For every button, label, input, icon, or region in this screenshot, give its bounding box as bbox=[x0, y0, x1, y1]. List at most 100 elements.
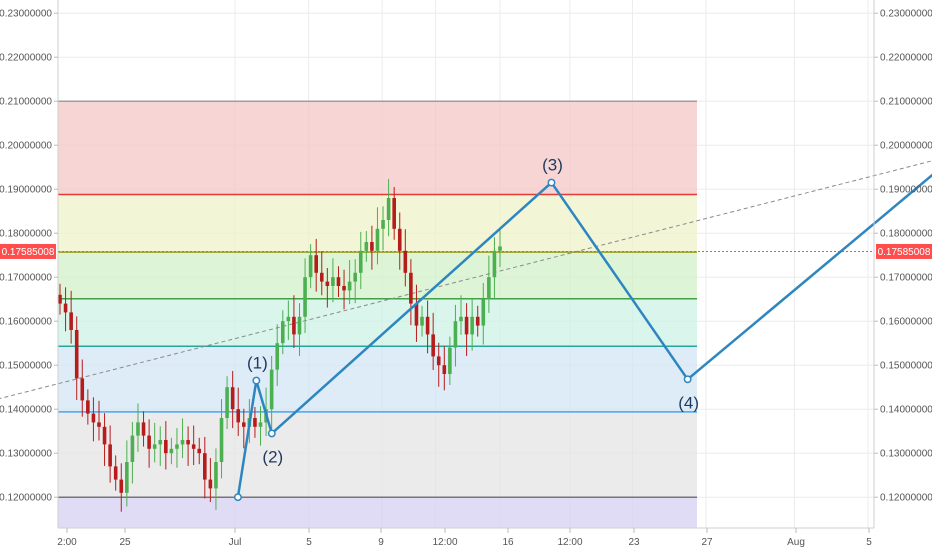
y-tick-label-right: 0.15000000 bbox=[880, 361, 932, 372]
candle-body bbox=[208, 479, 213, 489]
wave-point-handle[interactable] bbox=[233, 493, 242, 502]
x-tick-label: 12:00 bbox=[432, 537, 457, 548]
candle-body bbox=[375, 228, 380, 251]
y-tick-label-left: 0.13000000 bbox=[0, 449, 52, 460]
candle-body bbox=[498, 246, 502, 251]
wave-point-handle[interactable] bbox=[683, 375, 692, 384]
candle-body bbox=[436, 356, 441, 366]
candle-body bbox=[336, 277, 341, 286]
candle-body bbox=[141, 422, 146, 436]
candle-body bbox=[186, 440, 190, 445]
candle-body bbox=[308, 255, 313, 278]
x-tick-label: Aug bbox=[787, 537, 805, 548]
x-tick-label: 2:00 bbox=[57, 537, 77, 548]
y-tick-label-left: 0.19000000 bbox=[0, 185, 52, 196]
candle-body bbox=[475, 316, 480, 326]
candle-body bbox=[191, 444, 196, 449]
candle-body bbox=[292, 316, 296, 335]
candle-body bbox=[364, 242, 369, 251]
candle-body bbox=[431, 334, 435, 357]
y-tick-label-right: 0.23000000 bbox=[880, 9, 932, 20]
current-price-label-right: 0.17585008 bbox=[878, 247, 931, 258]
trend-line[interactable] bbox=[0, 101, 932, 427]
candle-body bbox=[403, 250, 408, 273]
x-tick-label: 16 bbox=[502, 537, 514, 548]
y-tick-label-right: 0.14000000 bbox=[880, 405, 932, 416]
candle-body bbox=[69, 312, 73, 330]
x-tick-label: 25 bbox=[119, 537, 131, 548]
candle-body bbox=[381, 220, 385, 229]
fib-band bbox=[58, 101, 697, 195]
candle-body bbox=[397, 228, 402, 251]
candle-body bbox=[164, 440, 168, 454]
current-price-label-left: 0.17585008 bbox=[2, 247, 55, 258]
y-tick-label-right: 0.18000000 bbox=[880, 229, 932, 240]
wave-point-handle[interactable] bbox=[252, 376, 261, 385]
candle-body bbox=[414, 303, 419, 326]
x-tick-label: Jul bbox=[229, 537, 242, 548]
candle-body bbox=[147, 435, 151, 449]
candle-body bbox=[258, 422, 263, 427]
candle-body bbox=[236, 409, 241, 423]
candle-body bbox=[464, 316, 469, 335]
y-tick-label-right: 0.19000000 bbox=[880, 185, 932, 196]
candle-body bbox=[119, 479, 124, 493]
fib-band bbox=[58, 497, 697, 528]
y-tick-label-right: 0.21000000 bbox=[880, 97, 932, 108]
candle-body bbox=[425, 316, 430, 335]
wave-label: (4) bbox=[678, 393, 699, 412]
candle-body bbox=[58, 294, 62, 304]
candle-body bbox=[91, 413, 96, 423]
current-price-badge-left bbox=[0, 243, 56, 259]
candle-body bbox=[420, 316, 424, 326]
candle-body bbox=[180, 440, 185, 445]
candle-body bbox=[325, 281, 330, 286]
y-tick-label-left: 0.23000000 bbox=[0, 9, 52, 20]
candle-body bbox=[409, 272, 413, 304]
y-tick-label-right: 0.20000000 bbox=[880, 141, 932, 152]
wave-point-handle[interactable] bbox=[267, 429, 276, 438]
candle-body bbox=[125, 462, 129, 493]
candle-body bbox=[342, 286, 346, 291]
candle-body bbox=[269, 369, 274, 410]
y-tick-label-left: 0.22000000 bbox=[0, 53, 52, 64]
candle-body bbox=[214, 462, 218, 489]
candle-body bbox=[63, 303, 68, 313]
candle-body bbox=[442, 365, 447, 374]
candle-body bbox=[331, 277, 335, 286]
x-tick-label: 5 bbox=[866, 537, 872, 548]
fib-band bbox=[58, 346, 697, 412]
candle-body bbox=[286, 316, 291, 322]
current-price-badge-right bbox=[876, 243, 932, 259]
candle-body bbox=[86, 400, 90, 414]
x-tick-label: 5 bbox=[306, 537, 312, 548]
candle-body bbox=[241, 422, 246, 427]
y-tick-label-left: 0.20000000 bbox=[0, 141, 52, 152]
candle-body bbox=[470, 316, 474, 335]
y-tick-label-right: 0.16000000 bbox=[880, 317, 932, 328]
candle-body bbox=[197, 448, 202, 454]
candle-body bbox=[80, 378, 85, 401]
candle-body bbox=[203, 453, 207, 480]
y-tick-label-left: 0.14000000 bbox=[0, 405, 52, 416]
candle-body bbox=[130, 435, 135, 462]
wave-label: (3) bbox=[542, 156, 563, 175]
candle-body bbox=[225, 387, 229, 418]
candle-body bbox=[347, 281, 352, 291]
fib-band bbox=[58, 411, 697, 498]
wave-point-handle[interactable] bbox=[547, 178, 556, 187]
candle-body bbox=[453, 321, 458, 348]
candle-body bbox=[136, 422, 140, 436]
y-tick-label-right: 0.13000000 bbox=[880, 449, 932, 460]
candle-body bbox=[280, 321, 285, 344]
elliott-wave-line[interactable] bbox=[236, 101, 932, 498]
x-tick-label: 23 bbox=[628, 537, 640, 548]
y-tick-label-right: 0.12000000 bbox=[880, 493, 932, 504]
y-tick-label-right: 0.17000000 bbox=[880, 273, 932, 284]
candle-body bbox=[74, 330, 79, 379]
candle-body bbox=[169, 448, 174, 454]
candle-body bbox=[113, 466, 118, 480]
candle-body bbox=[108, 444, 112, 467]
